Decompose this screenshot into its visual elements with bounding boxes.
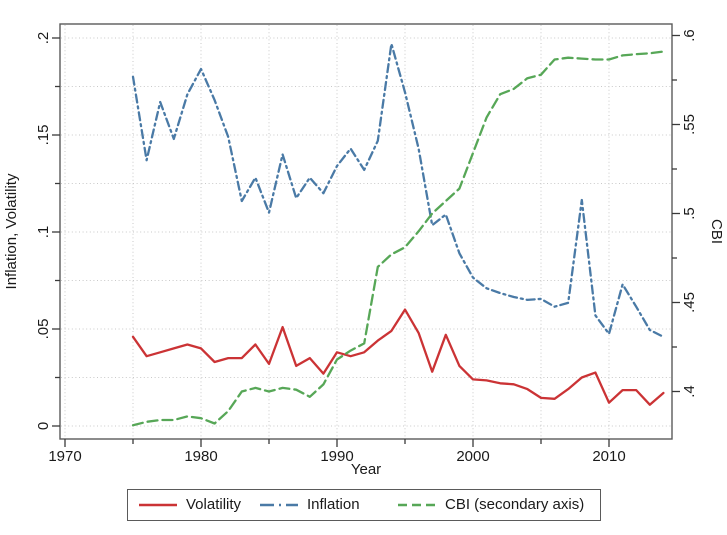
- y-left-tick-label: 0: [35, 422, 52, 430]
- y-right-tick-label: .6: [681, 29, 698, 42]
- x-tick-label: 1980: [184, 448, 217, 465]
- x-tick-label: 2010: [592, 448, 625, 465]
- volatility-series-line: [131, 308, 665, 406]
- inflation-line-swatch: [260, 503, 298, 506]
- y-right-tick-label: .4: [681, 385, 698, 398]
- legend-item-volatility: Volatility: [138, 490, 241, 519]
- x-tick-label: 2000: [456, 448, 489, 465]
- volatility-line-swatch: [139, 503, 177, 506]
- legend-item-inflation: Inflation: [259, 490, 360, 519]
- legend-label-cbi: CBI (secondary axis): [445, 496, 585, 513]
- y-right-axis-title: CBI: [708, 219, 725, 244]
- legend-label-inflation: Inflation: [307, 496, 360, 513]
- y-left-tick-label: .2: [35, 32, 52, 45]
- y-left-tick-label: .05: [35, 319, 52, 340]
- y-right-tick-label: .45: [681, 292, 698, 313]
- legend-label-volatility: Volatility: [186, 496, 242, 513]
- y-left-axis-title: Inflation, Volatility: [3, 173, 20, 289]
- legend: Volatility Inflation CBI (secondary axis…: [127, 489, 601, 521]
- x-tick-label: 1990: [320, 448, 353, 465]
- y-right-tick-label: .5: [681, 207, 698, 220]
- cbi-series-line: [131, 50, 665, 427]
- axis-ticks: [52, 34, 680, 447]
- x-axis-title: Year: [351, 461, 381, 478]
- gridlines: [61, 25, 671, 438]
- y-left-tick-label: .15: [35, 125, 52, 146]
- y-right-tick-label: .55: [681, 114, 698, 135]
- x-tick-label: 1970: [48, 448, 81, 465]
- y-left-tick-label: .1: [35, 226, 52, 239]
- inflation-series-line: [131, 42, 665, 338]
- cbi-line-swatch: [398, 503, 436, 506]
- legend-item-cbi: CBI (secondary axis): [397, 490, 584, 519]
- tick-labels: 1970 1980 1990 2000 2010 0 .05 .1 .15 .2 .4 .45 .5 .5…: [35, 29, 698, 465]
